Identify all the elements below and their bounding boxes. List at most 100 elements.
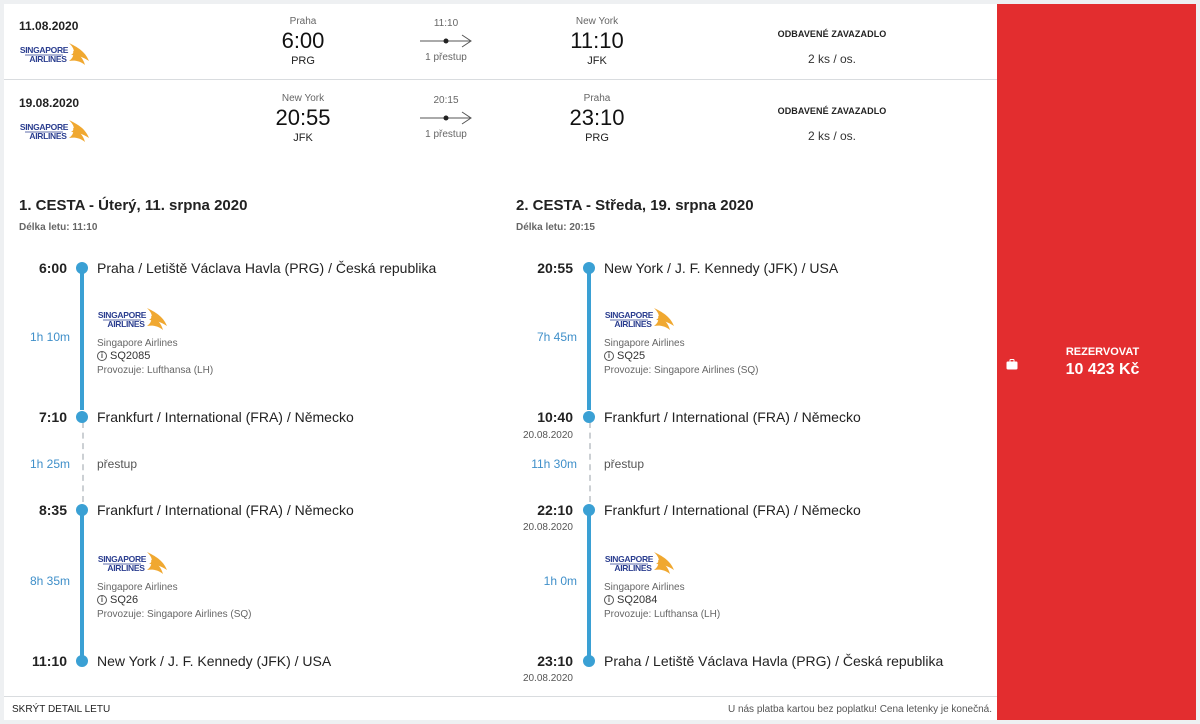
flight-number[interactable]: i SQ25 — [604, 350, 759, 362]
singapore-airlines-logo: SINGAPORE AIRLINES — [20, 43, 89, 65]
trip-detail-return: 2. CESTA - Středa, 19. srpna 2020 Délka … — [501, 194, 991, 694]
transfer-line — [82, 422, 84, 502]
departure-time: 6:00 — [281, 28, 325, 53]
svg-text:SINGAPORE: SINGAPORE — [605, 554, 654, 564]
card-footer: SKRÝT DETAIL LETU U nás platba kartou be… — [4, 696, 997, 720]
flight-number[interactable]: i SQ2084 — [604, 594, 720, 606]
stops-count: 1 přestup — [425, 52, 467, 63]
stop-date: 20.08.2020 — [522, 430, 573, 441]
stop-dot — [76, 504, 88, 516]
transfer-duration: 1h 25m — [29, 457, 70, 471]
svg-text:AIRLINES: AIRLINES — [29, 54, 67, 64]
stop-dot — [76, 655, 88, 667]
stop-time: 23:10 — [537, 653, 573, 669]
stop-place: Praha / Letiště Václava Havla (PRG) / Če… — [604, 653, 944, 669]
segment-line — [587, 510, 591, 656]
book-label: REZERVOVAT — [1065, 346, 1140, 358]
flight-number-text: SQ25 — [617, 350, 646, 362]
airline-logo: SINGAPORE AIRLINES — [19, 41, 93, 72]
singapore-airlines-logo: SINGAPORE AIRLINES — [98, 552, 167, 574]
svg-text:AIRLINES: AIRLINES — [614, 319, 652, 329]
trip-duration: 20:15 — [433, 95, 459, 106]
flight-offer-card: 11.08.2020 SINGAPORE AIRLINES Praha 6:00… — [4, 4, 1196, 720]
hide-flight-detail-link[interactable]: SKRÝT DETAIL LETU — [12, 704, 111, 715]
stop-time: 7:10 — [38, 409, 67, 425]
svg-text:AIRLINES: AIRLINES — [107, 319, 145, 329]
segment-operator: Provozuje: Singapore Airlines (SQ) — [97, 609, 252, 620]
book-button[interactable]: REZERVOVAT 10 423 Kč — [997, 4, 1196, 720]
stop-dot — [583, 262, 595, 274]
airline-logo: SINGAPORE AIRLINES — [604, 306, 759, 336]
departure-city: New York — [281, 93, 325, 104]
summary-row-outbound[interactable]: 11.08.2020 SINGAPORE AIRLINES Praha 6:00… — [4, 4, 997, 80]
segment-line — [587, 264, 591, 410]
info-icon[interactable]: i — [97, 595, 107, 605]
singapore-airlines-logo: SINGAPORE AIRLINES — [20, 120, 89, 142]
transfer-line — [589, 422, 591, 502]
stop-time: 11:10 — [31, 653, 67, 669]
svg-text:SINGAPORE: SINGAPORE — [20, 45, 69, 55]
summary-date: 11.08.2020 — [19, 19, 79, 33]
arrival-block: New York 11:10 JFK — [537, 16, 657, 68]
arrow-right-icon — [420, 111, 472, 125]
segment-duration: 1h 0m — [543, 574, 577, 588]
stop-dot — [583, 655, 595, 667]
airline-logo: SINGAPORE AIRLINES — [97, 550, 252, 580]
trip-duration: 11:10 — [433, 18, 459, 29]
route-arrow-block: 20:15 1 přestup — [396, 95, 496, 141]
stop-dot — [583, 504, 595, 516]
departure-code: PRG — [291, 55, 315, 67]
airline-logo: SINGAPORE AIRLINES — [97, 306, 213, 336]
payment-note: U nás platba kartou bez poplatku! Cena l… — [727, 704, 992, 715]
segment-operator: Provozuje: Singapore Airlines (SQ) — [604, 365, 759, 376]
stops-count: 1 přestup — [425, 129, 467, 140]
airline-logo: SINGAPORE AIRLINES — [19, 118, 93, 149]
transfer-label: přestup — [97, 457, 138, 471]
flight-number-text: SQ2085 — [110, 350, 151, 362]
baggage-value: 2 ks / os. — [807, 129, 857, 143]
departure-time: 20:55 — [275, 105, 331, 130]
segment-airline: Singapore Airlines — [97, 338, 178, 349]
flight-number[interactable]: i SQ2085 — [97, 350, 213, 362]
departure-code: JFK — [293, 132, 313, 144]
segment-airline: Singapore Airlines — [604, 582, 685, 593]
transfer-label: přestup — [604, 457, 645, 471]
baggage-label: ODBAVENÉ ZAVAZADLO — [777, 29, 887, 39]
arrival-block: Praha 23:10 PRG — [537, 93, 657, 145]
stop-place: New York / J. F. Kennedy (JFK) / USA — [604, 260, 839, 276]
svg-text:AIRLINES: AIRLINES — [614, 563, 652, 573]
flight-offer-main: 11.08.2020 SINGAPORE AIRLINES Praha 6:00… — [4, 4, 997, 720]
stop-dot — [76, 262, 88, 274]
arrival-code: PRG — [585, 132, 609, 144]
svg-text:SINGAPORE: SINGAPORE — [98, 310, 147, 320]
arrival-city: Praha — [583, 93, 611, 104]
stop-dot — [76, 411, 88, 423]
baggage-block: ODBAVENÉ ZAVAZADLO 2 ks / os. — [752, 29, 912, 66]
stop-time: 6:00 — [38, 260, 67, 276]
svg-text:SINGAPORE: SINGAPORE — [98, 554, 147, 564]
stop-place: Praha / Letiště Václava Havla (PRG) / Če… — [97, 260, 437, 276]
stop-place: New York / J. F. Kennedy (JFK) / USA — [97, 653, 332, 669]
arrival-city: New York — [575, 16, 619, 27]
info-icon[interactable]: i — [604, 351, 614, 361]
segment-airline: Singapore Airlines — [97, 582, 178, 593]
summary-row-return[interactable]: 19.08.2020 SINGAPORE AIRLINES New York 2… — [4, 81, 997, 161]
segment-duration: 8h 35m — [29, 574, 70, 588]
departure-block: Praha 6:00 PRG — [243, 16, 363, 68]
segment-operator: Provozuje: Lufthansa (LH) — [604, 609, 721, 620]
stop-place: Frankfurt / International (FRA) / Německ… — [97, 502, 354, 518]
info-icon[interactable]: i — [604, 595, 614, 605]
baggage-value: 2 ks / os. — [807, 52, 857, 66]
svg-text:AIRLINES: AIRLINES — [29, 131, 67, 141]
stop-time: 10:40 — [537, 409, 573, 425]
baggage-label: ODBAVENÉ ZAVAZADLO — [777, 106, 887, 116]
flight-number[interactable]: i SQ26 — [97, 594, 252, 606]
stop-dot — [583, 411, 595, 423]
info-icon[interactable]: i — [97, 351, 107, 361]
flight-number-text: SQ26 — [110, 594, 139, 606]
flight-number-text: SQ2084 — [617, 594, 658, 606]
segment-duration: 7h 45m — [536, 330, 577, 344]
